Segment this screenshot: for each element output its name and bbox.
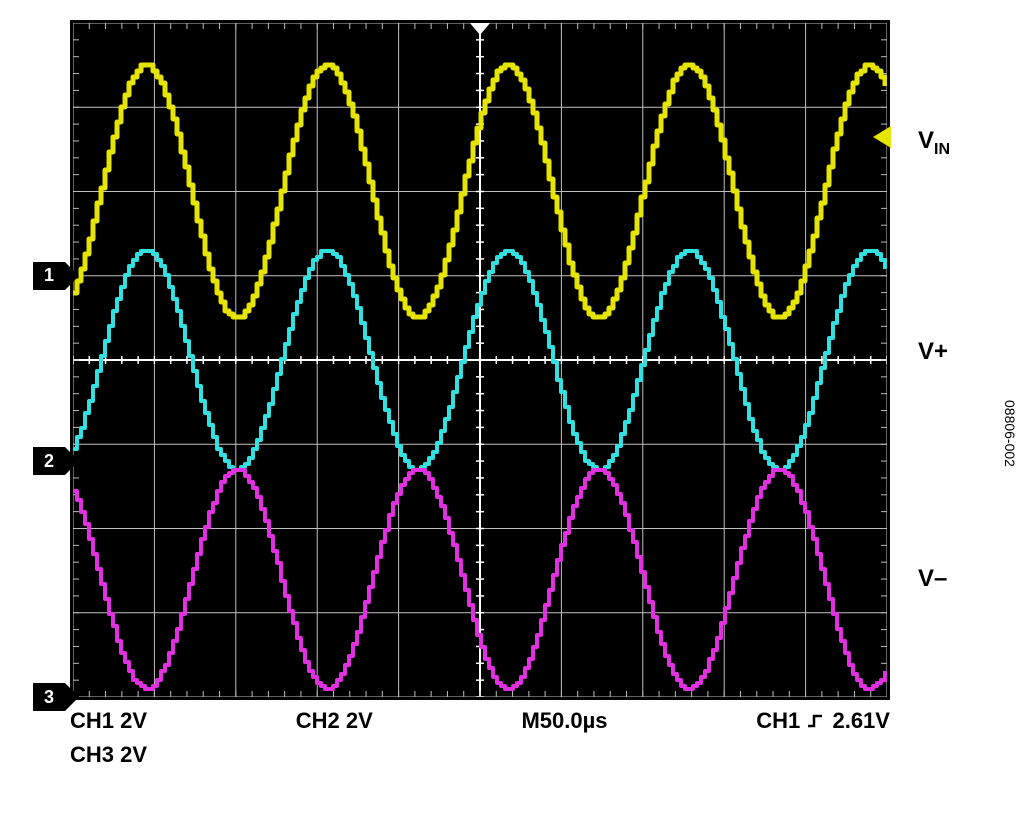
trace-label-vminus: V– <box>918 565 947 593</box>
oscilloscope-figure: 1 2 3 VIN V+ V– CH1 2V CH2 2V M50.0µs CH… <box>70 20 890 768</box>
trace-label-vplus: V+ <box>918 338 948 366</box>
trace-label-vin: VIN <box>918 127 950 159</box>
rising-edge-icon <box>806 712 826 730</box>
scope-readout-row2: CH3 2V <box>70 742 890 768</box>
readout-timebase: M50.0µs <box>521 708 607 734</box>
scope-readout-row1: CH1 2V CH2 2V M50.0µs CH1 2.61V <box>70 708 890 734</box>
channel-marker-2-label: 2 <box>44 451 54 472</box>
readout-ch2: CH2 2V <box>296 708 373 734</box>
readout-ch1: CH1 2V <box>70 708 147 734</box>
readout-trigger-value: 2.61V <box>832 708 890 733</box>
scope-screen: 1 2 3 VIN V+ V– <box>70 20 890 700</box>
channel-marker-2: 2 <box>33 447 65 475</box>
readout-ch3: CH3 2V <box>70 742 147 768</box>
readout-trigger: CH1 2.61V <box>756 708 890 734</box>
channel-marker-3-label: 3 <box>44 687 54 708</box>
channel-marker-1-label: 1 <box>44 265 54 286</box>
scope-svg <box>73 23 887 697</box>
channel-marker-3: 3 <box>33 683 65 711</box>
channel-marker-1: 1 <box>33 262 65 290</box>
trigger-level-arrow-icon <box>869 126 891 148</box>
document-id: 08806-002 <box>1002 400 1018 467</box>
